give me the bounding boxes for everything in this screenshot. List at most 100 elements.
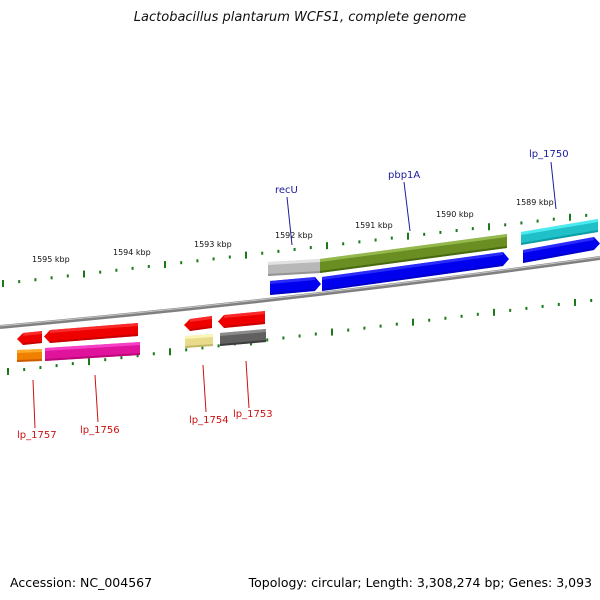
minor-tick: [476, 312, 479, 316]
gene-lp-1750-shadow: [521, 230, 598, 245]
cds-pbp1a-highlight: [322, 252, 503, 280]
tick-marks: [2, 213, 593, 375]
major-tick: [7, 368, 9, 375]
gene-recu-highlight: [268, 259, 320, 265]
major-tick: [326, 242, 328, 250]
gene-lp-1756-shadow: [45, 353, 140, 361]
minor-tick: [185, 348, 188, 352]
minor-tick: [293, 247, 296, 251]
cds-pbp1a-shadow: [322, 264, 503, 291]
minor-tick: [309, 246, 312, 250]
minor-tick: [552, 217, 555, 221]
gene-lp-1750: [521, 219, 598, 245]
kbp-label: 1592 kbp: [275, 231, 313, 240]
gene-pbp1a: [320, 234, 507, 273]
kbp-label: 1594 kbp: [113, 248, 151, 257]
cds-lp-1757-shadow: [23, 341, 42, 345]
minor-tick: [455, 229, 458, 233]
minor-tick: [99, 270, 102, 274]
cds-lp-1750-highlight: [523, 237, 594, 253]
minor-tick: [71, 362, 74, 366]
accession-text: Accession: NC_004567: [10, 575, 153, 590]
gene-lp-1757-highlight: [17, 349, 42, 353]
minor-tick: [277, 249, 280, 253]
cds-lp-1750: [523, 237, 600, 263]
major-tick: [164, 261, 166, 269]
minor-tick: [147, 264, 150, 268]
gene-label-lp-1757[interactable]: lp_1757: [17, 430, 57, 441]
leader-line: [286, 196, 293, 246]
gene-features: [17, 219, 600, 362]
minor-tick: [520, 221, 523, 225]
major-tick: [574, 298, 576, 306]
cds-lp-1754-shadow: [190, 326, 212, 331]
gene-label-lp-1756[interactable]: lp_1756: [80, 425, 120, 436]
gene-pbp1a-highlight: [320, 234, 507, 262]
major-tick: [493, 308, 495, 316]
genome-backbone: [0, 256, 600, 329]
kbp-label: 1595 kbp: [32, 255, 70, 264]
minor-tick: [358, 240, 361, 244]
minor-tick: [379, 324, 382, 328]
minor-tick: [50, 276, 53, 280]
minor-tick: [131, 266, 134, 270]
minor-tick: [55, 364, 58, 368]
leader-line: [32, 379, 36, 429]
minor-tick: [228, 255, 231, 259]
minor-tick: [590, 299, 593, 302]
map-title: Lactobacillus plantarum WCFS1, complete …: [133, 10, 467, 25]
cds-lp-1753-highlight: [224, 311, 265, 318]
gene-label-lp-1750[interactable]: lp_1750: [529, 149, 569, 160]
minor-tick: [180, 261, 183, 265]
cds-lp-1756-highlight: [50, 323, 138, 333]
minor-tick: [428, 318, 431, 322]
minor-tick: [298, 334, 301, 338]
minor-tick: [261, 251, 264, 255]
leader-line: [245, 360, 250, 409]
minor-tick: [374, 238, 377, 242]
kbp-label: 1589 kbp: [516, 198, 554, 207]
minor-tick: [314, 332, 317, 336]
cds-lp-1750-shadow: [523, 248, 594, 263]
minor-tick: [266, 338, 269, 342]
leader-line: [550, 161, 557, 210]
major-tick: [169, 348, 171, 356]
gene-label-recu[interactable]: recU: [275, 185, 298, 196]
minor-tick: [536, 219, 539, 223]
minor-tick: [541, 304, 544, 308]
minor-tick: [557, 302, 560, 306]
minor-tick: [152, 352, 155, 356]
major-tick: [245, 251, 247, 259]
minor-tick: [342, 242, 345, 246]
gene-label-lp-1753[interactable]: lp_1753: [233, 409, 273, 420]
cds-lp-1756: [44, 323, 138, 343]
minor-tick: [34, 278, 37, 282]
minor-tick: [390, 236, 393, 240]
cds-recu-highlight: [270, 277, 315, 284]
leader-line: [94, 374, 99, 423]
cds-pbp1a: [322, 252, 509, 291]
minor-tick: [509, 308, 512, 312]
gene-label-pbp1a[interactable]: pbp1A: [388, 170, 420, 181]
gene-lp-1754-shadow: [185, 344, 213, 348]
minor-tick: [282, 336, 285, 340]
minor-tick: [18, 280, 21, 284]
minor-tick: [347, 328, 350, 332]
gene-pbp1a-shadow: [320, 246, 507, 273]
minor-tick: [104, 358, 107, 362]
minor-tick: [120, 356, 123, 360]
minor-tick: [363, 326, 366, 330]
minor-tick: [23, 368, 26, 372]
kbp-label: 1593 kbp: [194, 240, 232, 249]
gene-lp-1753-shadow: [220, 340, 266, 346]
minor-tick: [196, 259, 199, 263]
minor-tick: [217, 344, 220, 348]
gene-lp-1754-highlight: [185, 334, 213, 339]
leader-line: [403, 181, 411, 232]
gene-lp-1757-shadow: [17, 359, 42, 362]
minor-tick: [115, 268, 118, 272]
cds-lp-1756-shadow: [50, 334, 138, 343]
major-tick: [331, 328, 333, 336]
major-tick: [412, 318, 414, 326]
gene-label-lp-1754[interactable]: lp_1754: [189, 415, 229, 426]
